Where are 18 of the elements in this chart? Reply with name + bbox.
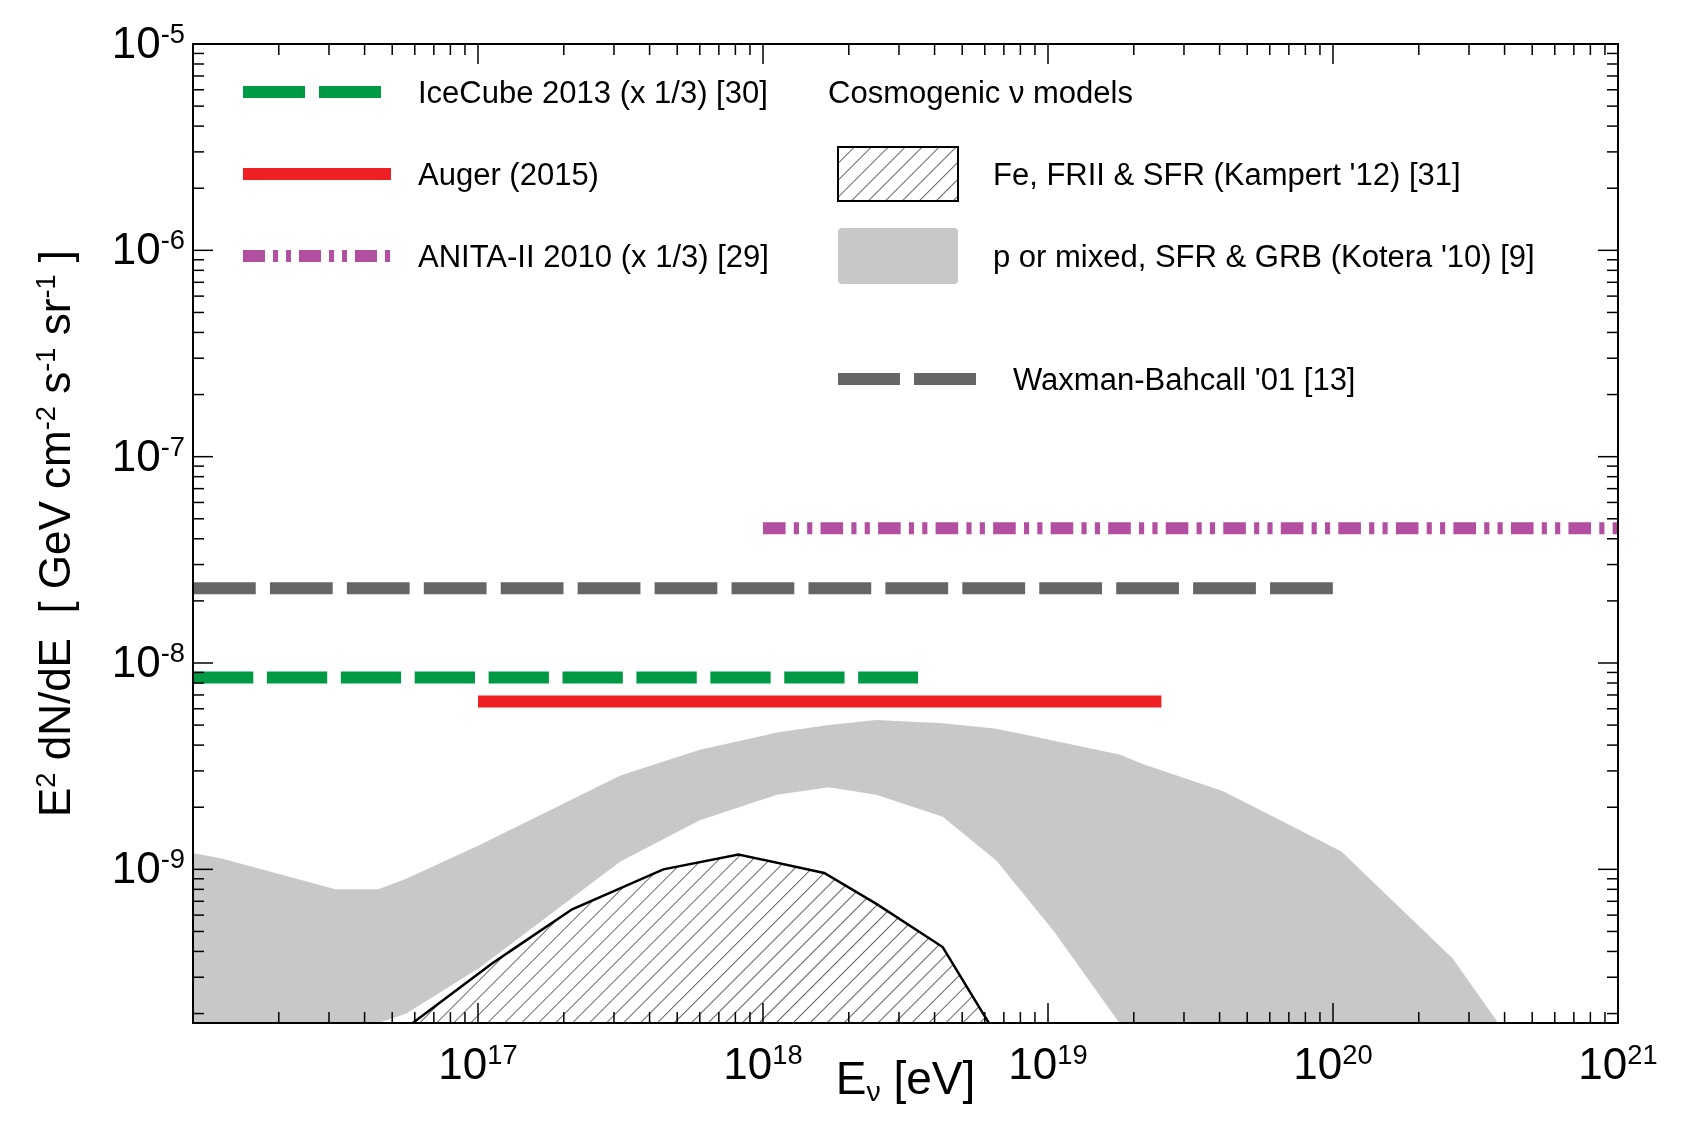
legend-label: Auger (2015) [418,157,599,192]
y-tick-label: 10$^{-8}$ [111,637,185,686]
legend-label: Fe, FRII & SFR (Kampert '12) [31] [993,157,1461,192]
x-tick-label: 10$^{21}$ [1578,1039,1658,1088]
y-tick-label: 10$^{-5}$ [111,18,185,67]
x-tick-label: 10$^{20}$ [1293,1039,1373,1088]
y-tick-label: 10$^{-6}$ [111,224,185,274]
x-tick-label: 10$^{19}$ [1008,1039,1088,1088]
legend-label: IceCube 2013 (x 1/3) [30] [418,75,768,110]
y-tick-label: 10$^{-9}$ [111,843,185,893]
x-tick-label: 10$^{17}$ [438,1039,518,1088]
x-axis-title: E$_{ν}$ [eV] [835,1052,976,1108]
y-tick-label: 10$^{-7}$ [111,430,185,480]
annotation: Cosmogenic ν models [828,75,1133,110]
legend-label: Waxman-Bahcall '01 [13] [1013,362,1356,397]
legend-label: ANITA-II 2010 (x 1/3) [29] [418,239,769,274]
legend-label: p or mixed, SFR & GRB (Kotera '10) [9] [993,239,1535,274]
x-tick-label: 10$^{18}$ [723,1039,803,1088]
